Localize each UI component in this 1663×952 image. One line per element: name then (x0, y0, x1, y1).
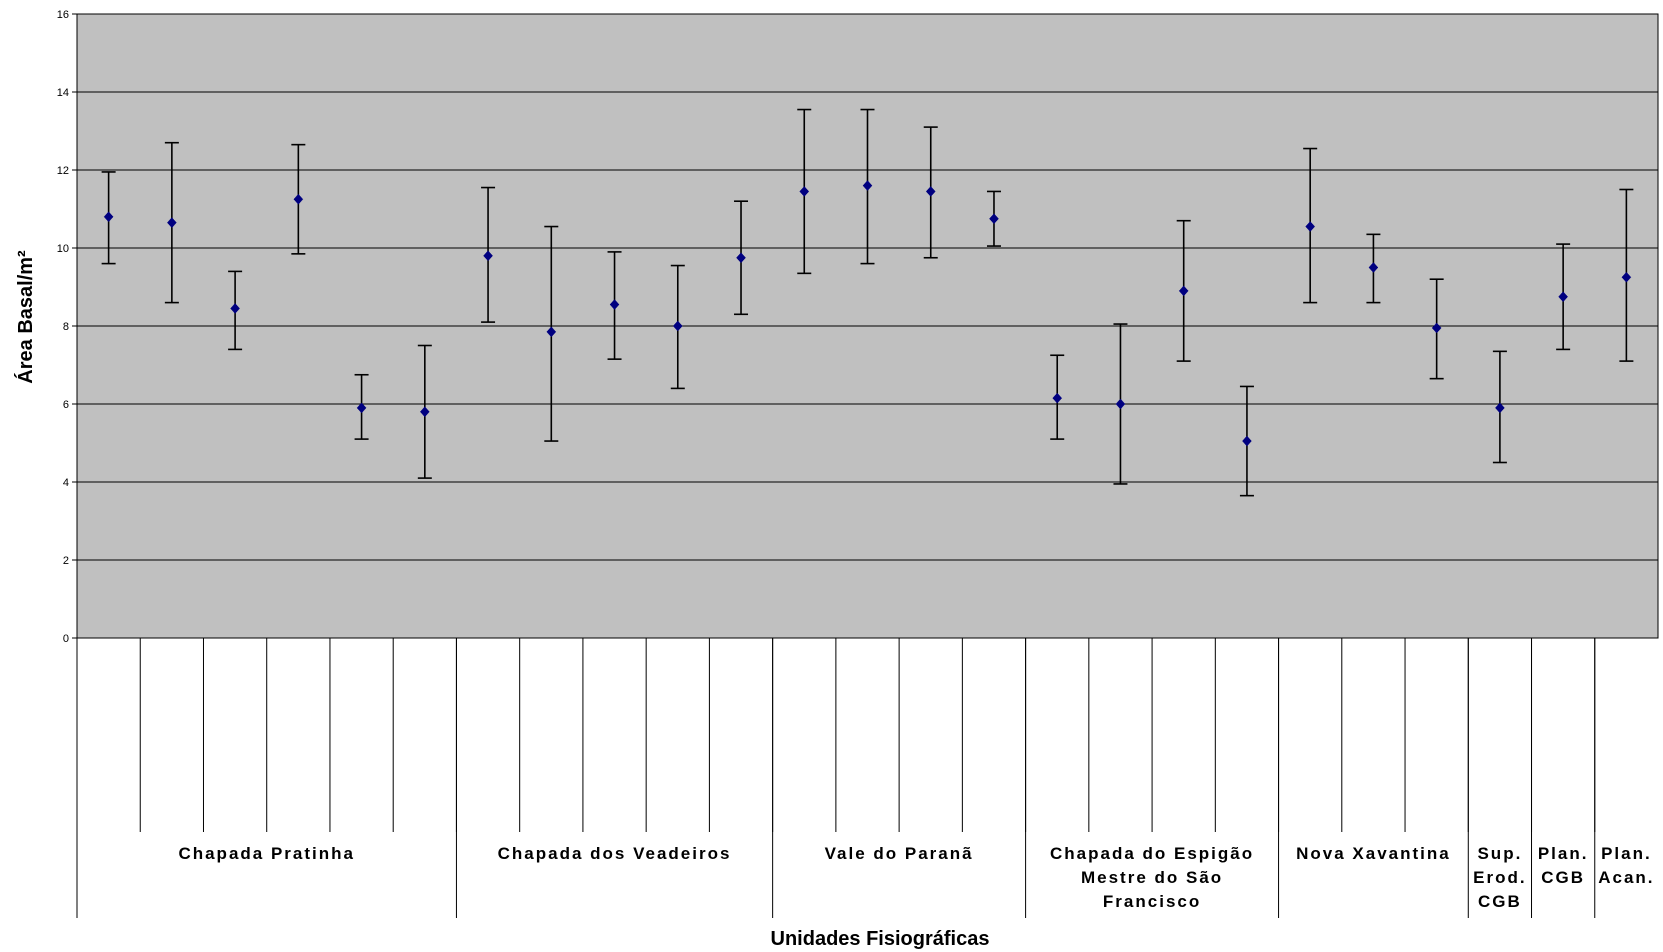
group-label: Chapada Pratinha (178, 844, 355, 863)
group-label: Plan. (1538, 844, 1589, 863)
data-point (1242, 435, 1252, 447)
y-tick-label: 6 (63, 399, 69, 411)
group-label: Acan. (1598, 868, 1654, 887)
group-label: CGB (1541, 868, 1585, 887)
data-point (989, 213, 999, 225)
data-point (609, 299, 620, 310)
y-axis-title: Área Basal/m² (14, 250, 37, 384)
data-point (103, 211, 114, 223)
data-point (167, 217, 177, 229)
x-axis-title: Unidades Fisiográficas (771, 928, 990, 950)
data-point (230, 303, 240, 314)
y-tick-label: 12 (57, 165, 69, 177)
data-point (356, 402, 367, 414)
data-point (925, 186, 936, 197)
group-label: Chapada do Espigão (1050, 844, 1254, 863)
data-point (419, 406, 430, 418)
y-tick-label: 14 (57, 87, 69, 99)
y-tick-label: 8 (63, 321, 69, 333)
data-point (483, 250, 493, 262)
category-axis (76, 638, 1596, 918)
category-groups: Chapada Pratinha Chapada dos Veadeiros Val… (178, 638, 1654, 918)
data-point (1558, 291, 1568, 303)
data-point (1368, 262, 1379, 273)
data-point (1052, 392, 1063, 404)
group-label: Sup. (1477, 844, 1522, 863)
y-tick-label: 0 (63, 633, 69, 645)
y-tick-label: 2 (63, 555, 69, 567)
data-point (799, 186, 810, 197)
data-point (1621, 271, 1632, 283)
data-point (293, 193, 304, 205)
y-tick-label: 10 (57, 243, 69, 255)
data-point (1178, 285, 1189, 297)
data-points (103, 180, 1632, 447)
y-tick-label: 4 (63, 477, 69, 489)
group-label: Francisco (1103, 892, 1201, 911)
group-label: Nova Xavantina (1296, 844, 1451, 863)
data-point (736, 252, 746, 264)
group-label: Erod. (1473, 868, 1526, 887)
data-point (1115, 398, 1126, 410)
group-label: Vale do Paranã (825, 844, 974, 863)
group-label: Chapada dos Veadeiros (498, 844, 732, 863)
y-axis-ticks: 0 2 4 6 8 10 12 14 16 (57, 9, 77, 645)
group-label: Plan. (1601, 844, 1652, 863)
data-point (1305, 221, 1316, 232)
group-label: Mestre do São (1081, 868, 1223, 887)
data-point (546, 326, 557, 338)
group-label: CGB (1478, 892, 1522, 911)
data-point (1431, 322, 1442, 334)
data-point (862, 180, 873, 191)
y-tick-label: 16 (57, 9, 69, 21)
data-point (1495, 402, 1505, 414)
data-point (672, 320, 683, 332)
